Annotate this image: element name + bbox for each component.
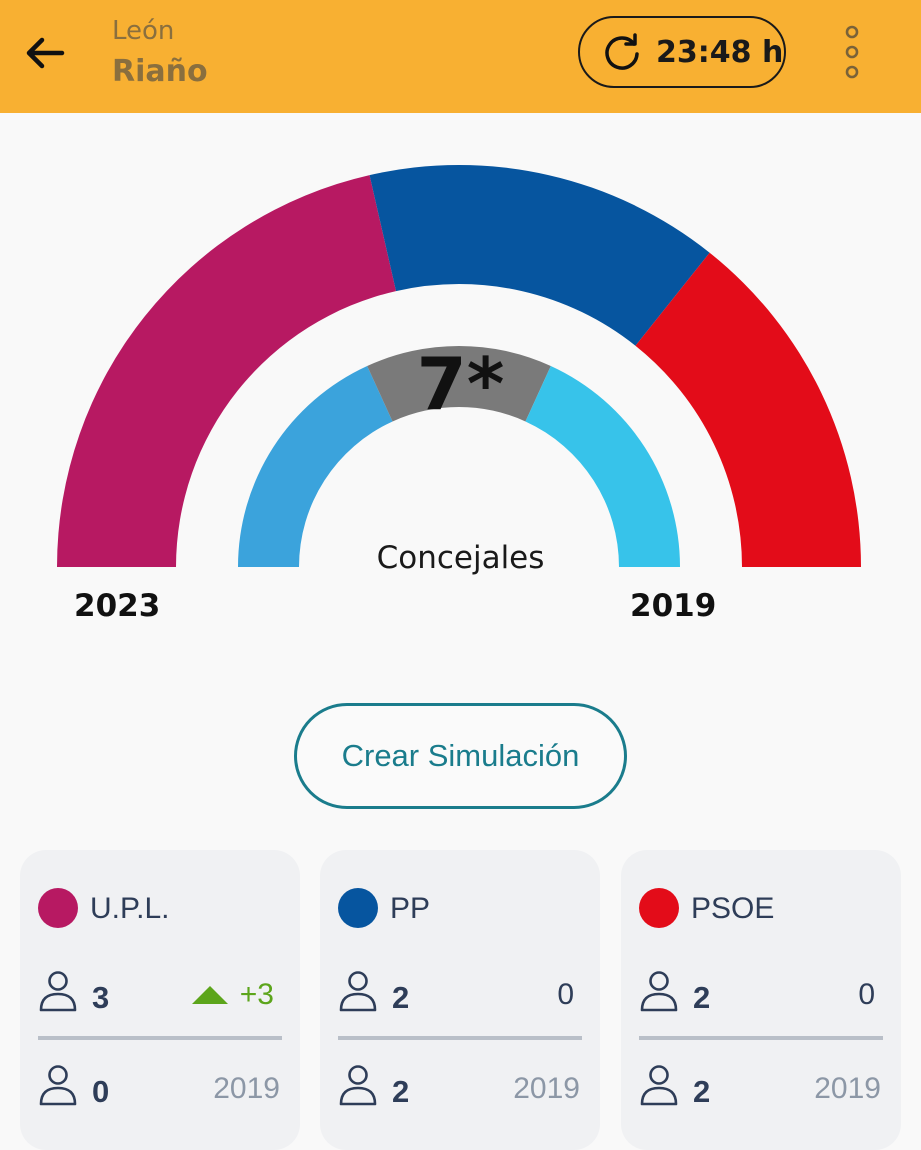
create-simulation-button[interactable]: Crear Simulación bbox=[294, 703, 627, 809]
person-icon bbox=[640, 971, 678, 1012]
divider bbox=[639, 1036, 883, 1040]
party-name: U.P.L. bbox=[90, 892, 170, 925]
person-icon bbox=[640, 1065, 678, 1106]
seats-chart bbox=[0, 113, 921, 643]
person-icon bbox=[339, 1065, 377, 1106]
update-time: 23:48 h bbox=[656, 34, 784, 70]
town-title: Riaño bbox=[112, 54, 208, 89]
party-name: PSOE bbox=[691, 892, 775, 925]
inner-ring-year: 2019 bbox=[630, 588, 717, 624]
party-color-dot bbox=[639, 888, 679, 928]
seats-2023: 3 bbox=[92, 980, 110, 1015]
party-color-dot bbox=[38, 888, 78, 928]
top-bar: León Riaño 23:48 h bbox=[0, 0, 921, 113]
triangle-up-icon bbox=[192, 986, 228, 1004]
party-card[interactable]: U.P.L. 3 +3 0 2019 bbox=[20, 850, 300, 1150]
seats-2019: 0 bbox=[92, 1074, 110, 1109]
person-icon bbox=[339, 971, 377, 1012]
seats-2019: 2 bbox=[693, 1074, 711, 1109]
seats-2023: 2 bbox=[392, 980, 410, 1015]
party-name: PP bbox=[390, 892, 431, 925]
party-color-dot bbox=[338, 888, 378, 928]
total-seats: 7* bbox=[416, 342, 505, 426]
previous-year: 2019 bbox=[213, 1072, 280, 1105]
arrow-left-icon[interactable] bbox=[22, 30, 68, 76]
update-time-button[interactable]: 23:48 h bbox=[578, 16, 786, 88]
total-seats-caption: Concejales bbox=[376, 540, 545, 576]
more-vertical-icon[interactable] bbox=[838, 24, 866, 80]
divider bbox=[338, 1036, 582, 1040]
seat-change: 0 bbox=[858, 978, 875, 1011]
person-icon bbox=[39, 1065, 77, 1106]
outer-ring-slice-2 bbox=[635, 252, 861, 568]
seats-2019: 2 bbox=[392, 1074, 410, 1109]
seat-change: 0 bbox=[557, 978, 574, 1011]
previous-year: 2019 bbox=[513, 1072, 580, 1105]
person-icon bbox=[39, 971, 77, 1012]
party-card[interactable]: PP 2 0 2 2019 bbox=[320, 850, 600, 1150]
previous-year: 2019 bbox=[814, 1072, 881, 1105]
divider bbox=[38, 1036, 282, 1040]
inner-ring-slice-0 bbox=[238, 365, 393, 567]
inner-ring-slice-1 bbox=[367, 346, 551, 422]
party-card[interactable]: PSOE 2 0 2 2019 bbox=[621, 850, 901, 1150]
seats-2023: 2 bbox=[693, 980, 711, 1015]
inner-ring-slice-2 bbox=[525, 365, 680, 567]
region-label: León bbox=[112, 16, 175, 46]
refresh-icon bbox=[605, 33, 639, 70]
outer-ring-slice-0 bbox=[57, 175, 397, 567]
hemicycle-chart bbox=[57, 165, 861, 568]
seat-change: +3 bbox=[239, 978, 274, 1011]
outer-ring-slice-1 bbox=[369, 165, 710, 346]
outer-ring-year: 2023 bbox=[74, 588, 161, 624]
